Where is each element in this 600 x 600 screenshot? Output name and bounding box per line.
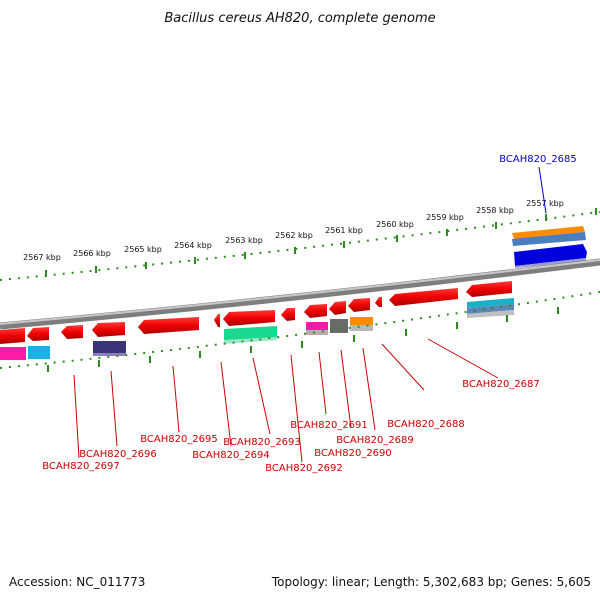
gene-arrow: [92, 322, 125, 337]
gene-arrow: [27, 327, 49, 341]
gene-label-BCAH820_2685: BCAH820_2685: [499, 154, 577, 165]
lower-major-ticks: [47, 307, 559, 372]
gene-label-BCAH820_2687: BCAH820_2687: [462, 379, 540, 390]
gene-label-BCAH820_2692: BCAH820_2692: [265, 463, 343, 474]
reverse-genes: [0, 281, 512, 344]
kbp-label: 2563 kbp: [225, 236, 263, 245]
callout-lines: [73, 166, 547, 463]
gene-arrow: [389, 288, 458, 306]
gene-arrow: [329, 301, 346, 315]
topology-summary: Topology: linear; Length: 5,302,683 bp; …: [271, 575, 591, 589]
genome-backbone: [0, 258, 600, 330]
kbp-axis-labels: 2567 kbp 2566 kbp 2565 kbp 2564 kbp 2563…: [23, 199, 564, 262]
navy-feature: [93, 341, 126, 355]
forward-features: [512, 226, 587, 268]
kbp-label: 2559 kbp: [426, 213, 464, 222]
genome-backbone-highlight: [0, 259, 600, 325]
magenta-small-feature: [306, 322, 328, 330]
orange-feature: [512, 226, 585, 239]
gene-label-BCAH820_2693: BCAH820_2693: [223, 437, 301, 448]
gene-label-BCAH820_2690: BCAH820_2690: [314, 448, 392, 459]
gene-arrow: [348, 298, 370, 312]
grey-stack-feature: [467, 310, 514, 318]
gene-arrow: [281, 308, 295, 321]
gene-arrow: [304, 304, 327, 318]
kbp-label: 2564 kbp: [174, 241, 212, 250]
kbp-label: 2567 kbp: [23, 253, 61, 262]
gene-arrow: [138, 317, 199, 334]
kbp-label: 2562 kbp: [275, 231, 313, 240]
gene-label-BCAH820_2689: BCAH820_2689: [336, 435, 414, 446]
accession-text: Accession: NC_011773: [9, 575, 145, 589]
gene-arrow: [214, 314, 220, 327]
cyan-stack-feature: [467, 298, 514, 308]
upper-major-ticks: [45, 208, 597, 277]
navy-feature-shadow: [93, 353, 126, 356]
gene-label-BCAH820_2688: BCAH820_2688: [387, 419, 465, 430]
grey-small-feature: [306, 330, 328, 335]
gene-label-BCAH820_2694: BCAH820_2694: [192, 450, 270, 461]
gene-arrow: [0, 328, 25, 344]
kbp-label: 2566 kbp: [73, 249, 111, 258]
blue-gene-BCAH820_2685: [514, 244, 587, 266]
steel-stack-feature: [467, 304, 514, 314]
gene-arrow: [61, 325, 83, 339]
magenta-feature: [0, 347, 26, 360]
cyan-feature: [28, 346, 50, 359]
lower-tick-track: [0, 291, 600, 369]
gene-arrow: [223, 310, 275, 326]
gene-label-BCAH820_2696: BCAH820_2696: [79, 449, 157, 460]
steelblue-feature: [512, 232, 586, 246]
upper-tick-track: [0, 211, 600, 281]
blue-gene-shadow: [515, 258, 586, 268]
orange-small-feature: [350, 317, 373, 325]
kbp-label: 2558 kbp: [476, 206, 514, 215]
grey-small-feature-2: [350, 325, 373, 331]
gene-label-BCAH820_2695: BCAH820_2695: [140, 434, 218, 445]
kbp-label: 2560 kbp: [376, 220, 414, 229]
gene-arrow: [375, 297, 382, 307]
gene-label-BCAH820_2691: BCAH820_2691: [290, 420, 368, 431]
genome-title: Bacillus cereus AH820, complete genome: [164, 11, 435, 26]
gene-label-BCAH820_2697: BCAH820_2697: [42, 461, 120, 472]
gene-arrow: [466, 281, 512, 297]
darkgrey-feature: [330, 319, 348, 333]
feature-blocks: [0, 298, 514, 360]
kbp-label: 2561 kbp: [325, 226, 363, 235]
kbp-label: 2565 kbp: [124, 245, 162, 254]
gene-labels: BCAH820_2685 BCAH820_2687 BCAH820_2688 B…: [42, 154, 577, 474]
